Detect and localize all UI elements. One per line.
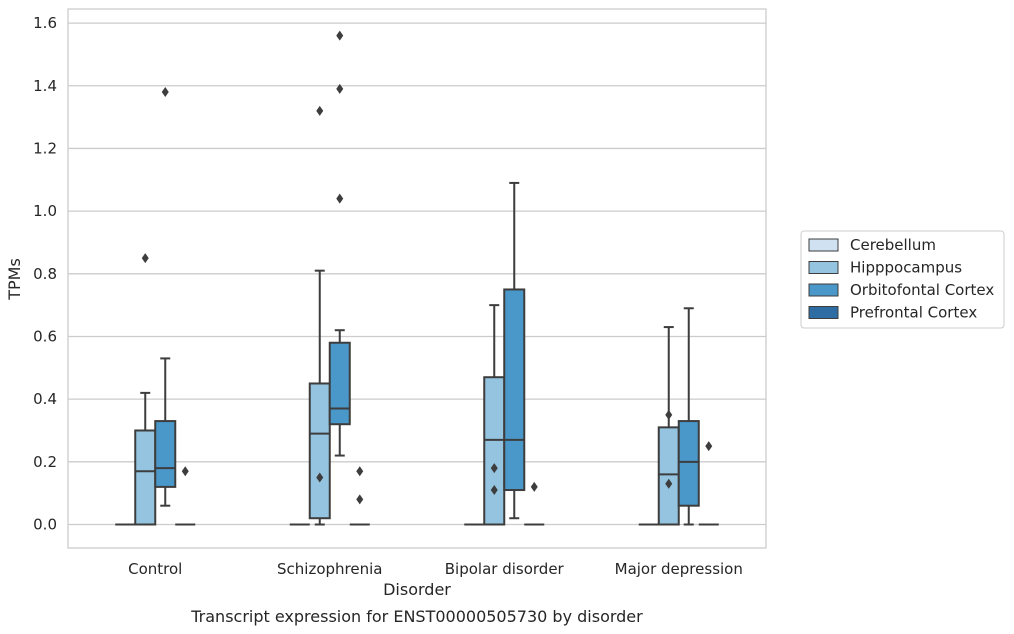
box bbox=[657, 426, 680, 526]
outlier-point bbox=[490, 485, 498, 496]
box-group bbox=[154, 87, 177, 507]
x-axis-label: Disorder bbox=[383, 580, 451, 599]
box-group bbox=[677, 307, 700, 526]
y-tick-label: 0.4 bbox=[33, 390, 57, 408]
box-group bbox=[175, 466, 196, 526]
legend-swatch bbox=[808, 283, 839, 297]
plot-frame bbox=[67, 8, 767, 549]
box-group bbox=[524, 481, 545, 526]
y-tick-label: 1.0 bbox=[33, 202, 57, 220]
outlier-point bbox=[336, 83, 344, 94]
legend-frame bbox=[800, 230, 1005, 329]
y-tick-label: 0.2 bbox=[33, 453, 57, 471]
legend-label: Orbitofontal Cortex bbox=[850, 281, 994, 299]
legend-label: Cerebellum bbox=[850, 236, 936, 254]
box-plots bbox=[115, 30, 719, 526]
outlier-point bbox=[336, 30, 344, 41]
outlier-point bbox=[530, 481, 538, 492]
x-tick-label: Schizophrenia bbox=[277, 560, 382, 578]
outlier-point bbox=[490, 463, 498, 474]
box-group bbox=[483, 304, 506, 526]
legend: Cerebellum Hipppocampus Orbitofontal Corte… bbox=[800, 230, 1005, 329]
x-tick-label: Control bbox=[128, 560, 182, 578]
legend-label: Prefrontal Cortex bbox=[850, 304, 977, 322]
box bbox=[328, 341, 351, 426]
y-tick-label: 0.8 bbox=[33, 265, 57, 283]
chart-caption: Transcript expression for ENST0000050573… bbox=[190, 607, 643, 626]
y-tick-label: 1.6 bbox=[33, 14, 57, 32]
outlier-point bbox=[316, 472, 324, 483]
y-tick-label: 1.4 bbox=[33, 77, 57, 95]
box bbox=[308, 382, 331, 520]
box-group bbox=[308, 105, 331, 526]
legend-label: Hipppocampus bbox=[850, 259, 962, 277]
box bbox=[677, 420, 700, 507]
box bbox=[134, 429, 157, 526]
outlier-point bbox=[665, 478, 673, 489]
x-tick-label: Major depression bbox=[615, 560, 743, 578]
y-axis-label: TPMs bbox=[5, 258, 24, 301]
box bbox=[154, 420, 177, 488]
legend-swatch bbox=[808, 306, 839, 319]
plot-area bbox=[68, 9, 766, 548]
legend-swatch bbox=[808, 238, 839, 252]
outlier-point bbox=[316, 105, 324, 116]
box-group bbox=[698, 441, 719, 526]
x-tick-labels: Control Schizophrenia Bipolar disorder Majo… bbox=[128, 560, 743, 578]
legend-swatch bbox=[808, 261, 839, 274]
outlier-point bbox=[356, 494, 364, 505]
y-tick-labels: 0.0 0.2 0.4 0.6 0.8 1.0 1.2 1.4 1.6 bbox=[33, 14, 57, 533]
y-tick-label: 0.0 bbox=[33, 515, 57, 533]
y-tick-label: 1.2 bbox=[33, 139, 57, 157]
outlier-point bbox=[665, 409, 673, 420]
box-group bbox=[503, 181, 526, 520]
y-tick-label: 0.6 bbox=[33, 327, 57, 345]
box-group bbox=[328, 30, 351, 457]
box-group bbox=[349, 466, 370, 526]
box bbox=[483, 376, 506, 526]
outlier-point bbox=[705, 441, 713, 452]
outlier-point bbox=[336, 193, 344, 204]
outlier-point bbox=[356, 466, 364, 477]
box-group bbox=[134, 253, 157, 526]
box bbox=[503, 288, 526, 492]
x-tick-label: Bipolar disorder bbox=[445, 560, 565, 578]
outlier-point bbox=[161, 87, 169, 98]
outlier-point bbox=[181, 466, 189, 477]
outlier-point bbox=[141, 253, 149, 264]
